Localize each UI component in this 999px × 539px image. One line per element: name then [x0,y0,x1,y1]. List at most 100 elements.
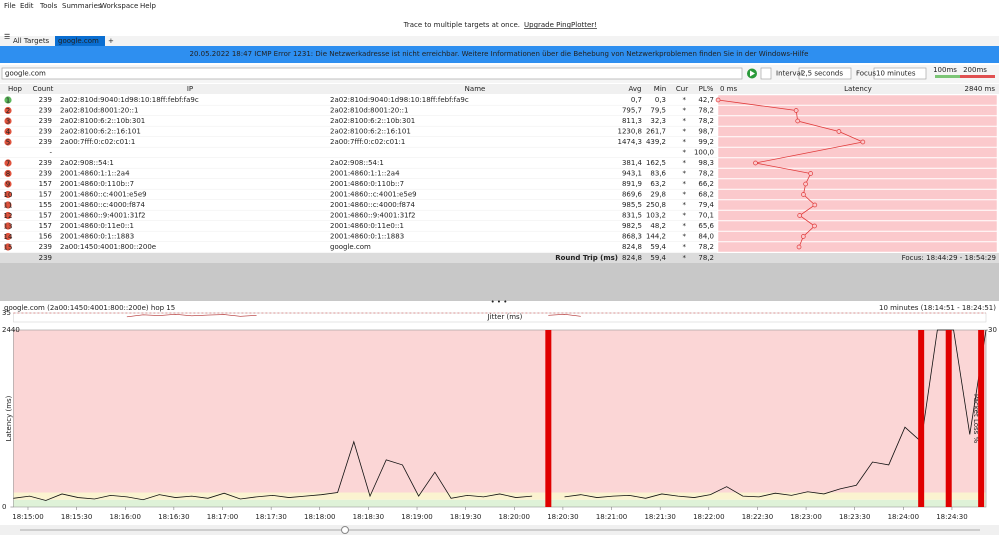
latency-row-bg [717,210,998,221]
cell-ip: 2a00:1450:4001:800::200e [60,243,156,251]
target-input[interactable] [1,67,743,80]
cell-min: 261,7 [646,128,666,136]
y-tick-label: 0 [2,503,6,511]
cell-ip: 2a02:8100:6:2::16:101 [60,128,141,136]
cell-cur: * [683,138,687,146]
packet-loss-bar [945,330,952,507]
footer-focus: Focus: 18:44:29 - 18:54:29 [902,254,996,262]
column-header[interactable]: Cur [676,85,688,93]
interval-select[interactable] [798,67,852,80]
focus-value[interactable]: 10 minutes [876,70,916,78]
column-header[interactable]: Avg [629,85,642,93]
cell-pl: 42,7 [698,96,714,104]
cell-ip: 2001:4860::c:4000:f874 [60,201,145,209]
latency-avg-line [718,99,865,248]
menu-item[interactable]: Tools [39,2,58,10]
tab-active [55,36,105,46]
jitter-tick-label: 35 [2,309,11,317]
jitter-line [548,313,581,317]
latency-avg-dot [836,129,842,134]
cell-name: 2001:4860:0:1::1883 [330,233,404,241]
hop-status [4,138,12,146]
focus-label: Focus [856,70,876,78]
cell-pl: 70,1 [698,212,714,220]
menu-item[interactable]: Workspace [100,2,138,10]
latency-avg-dot [796,244,802,250]
hop-status [4,169,12,178]
x-tick-label: 18:17:30 [255,513,286,521]
x-tick-label: 18:20:00 [499,513,530,521]
x-tick-label: 18:23:30 [839,513,870,521]
column-header[interactable]: Name [465,85,486,93]
cell-min: 103,2 [646,212,666,220]
focus-select[interactable] [873,67,927,80]
latency-line [13,440,533,501]
tab[interactable]: All Targets [13,37,50,45]
cell-name: 2a02:8100:6:2::16:101 [330,128,411,136]
cell-count: 157 [39,222,52,230]
column-header[interactable]: Latency [844,85,872,93]
footer-pl: 78,2 [698,254,714,262]
x-tick-label: 18:23:00 [790,513,821,521]
scroll-thumb[interactable] [341,526,349,534]
threshold-band [13,330,986,493]
x-tick-label: 18:17:00 [207,513,238,521]
cell-min: 162,5 [646,159,666,167]
x-tick-label: 18:24:30 [936,513,967,521]
column-header[interactable]: Count [33,85,54,93]
latency-row-bg [717,220,998,232]
menu-item[interactable]: File [4,2,16,10]
column-header[interactable]: Min [654,85,666,93]
hop-number: 9 [6,180,10,188]
hop-number: 15 [4,243,13,251]
cell-cur: * [683,117,687,125]
cell-ip: 2a02:810d:8001:20::1 [60,107,138,115]
column-header[interactable]: PL% [699,85,714,93]
menu-item[interactable]: Edit [20,2,34,10]
cell-min: 439,2 [646,138,666,146]
plot-frame [13,329,987,508]
packet-loss-bar [978,330,985,507]
cell-count: 239 [39,170,52,178]
latency-avg-dot [715,97,721,103]
tab-add[interactable]: + [108,37,114,45]
footer-count: 239 [39,254,52,262]
menu-item[interactable]: Summaries [62,2,102,10]
latency-row-bg [717,241,998,253]
cell-count: 155 [39,201,52,209]
hop-status [4,243,12,251]
table-header [0,84,999,94]
column-header[interactable]: Hop [8,85,23,93]
cell-count: - [49,149,52,157]
splitter[interactable]: • • • [491,298,508,306]
graph-header [0,301,999,313]
interval-value[interactable]: 2,5 seconds [801,70,843,78]
banner-link[interactable]: Upgrade PingPlotter! [524,21,597,29]
menu-item[interactable]: Help [140,2,157,10]
hop-status [4,211,12,220]
cell-ip: 2a02:8100:6:2::10b:301 [60,117,145,125]
cell-name: 2a02:810d:8001:20::1 [330,107,408,115]
cell-pl: 78,2 [698,243,714,251]
target-text[interactable]: google.com [5,70,46,78]
cell-cur: * [683,159,687,167]
jitter-label: Jitter (ms) [487,313,523,321]
cell-min: 250,8 [646,201,666,209]
latency-row-bg [717,199,998,211]
dropdown[interactable] [760,67,772,80]
cell-avg: 381,4 [622,159,643,167]
packet-loss-bar [918,330,925,507]
column-header[interactable]: IP [187,85,193,93]
cell-cur: * [683,212,687,220]
cell-cur: * [683,107,687,115]
threshold-label: 200ms [963,66,987,74]
cell-pl: 78,2 [698,170,714,178]
cell-pl: 65,6 [698,222,714,230]
cell-cur: * [683,222,687,230]
cell-pl: 98,3 [698,159,714,167]
tab[interactable]: google.com [58,37,99,45]
latency-avg-dot [753,160,758,166]
footer-avg: 824,8 [622,254,642,262]
hop-number: 2 [6,107,10,115]
cell-name: 2a02:8100:6:2::10b:301 [330,117,415,125]
